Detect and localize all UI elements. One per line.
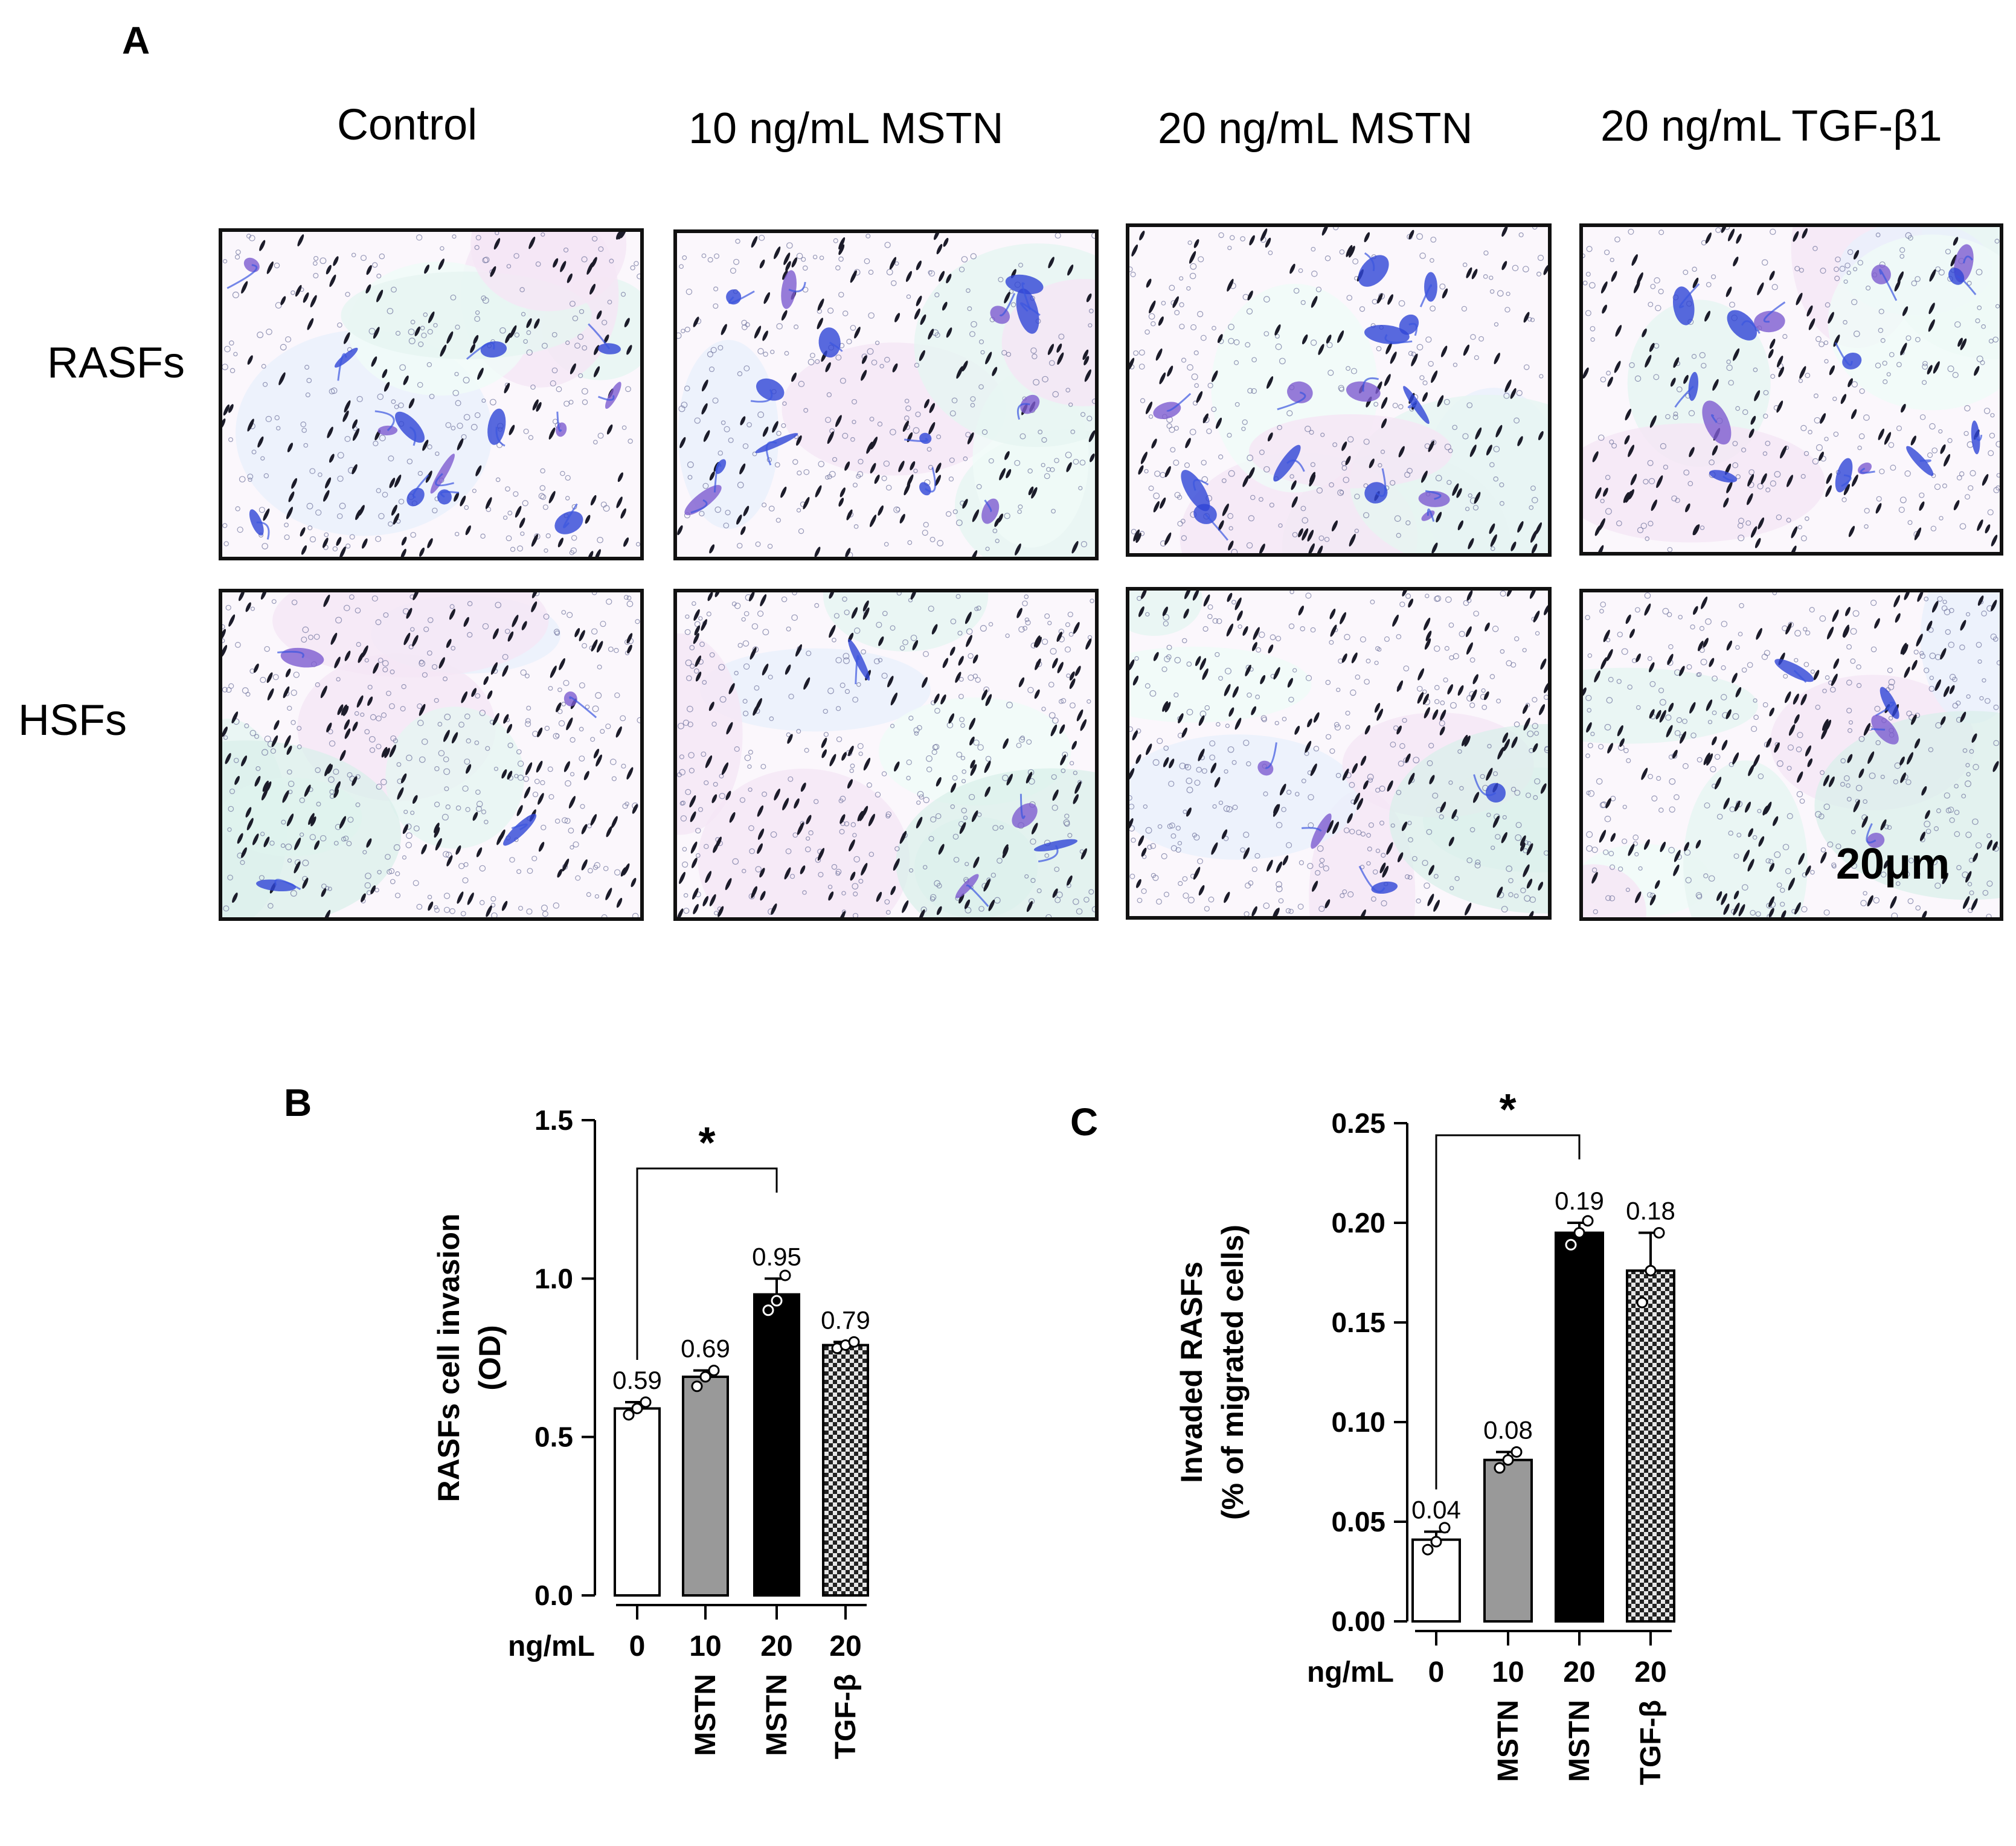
value-label: 0.69: [681, 1334, 730, 1362]
value-label: 0.04: [1411, 1496, 1461, 1524]
category-agent-label: MSTN: [761, 1674, 793, 1756]
column-label-control: Control: [337, 101, 478, 149]
data-point: [1422, 1543, 1434, 1556]
category-agent-label: TGF-β: [830, 1674, 862, 1759]
category-label: 20: [829, 1630, 861, 1662]
y-tick-label: 0.05: [1331, 1506, 1385, 1537]
column-label-20-mstn: 20 ng/mL MSTN: [1158, 104, 1473, 153]
panel-c-letter: C: [1070, 1100, 1098, 1144]
scale-bar-label: 20μm: [1836, 840, 1950, 888]
value-label: 0.19: [1555, 1187, 1604, 1215]
category-agent-label: MSTN: [1564, 1700, 1596, 1782]
data-point: [1430, 1536, 1442, 1548]
micrograph-rasfs-20-tgf: [1579, 223, 2003, 556]
data-point: [1582, 1215, 1594, 1227]
y-axis-label-units: (OD): [473, 1325, 507, 1390]
chart-c: C 0.00 0.05 0.10 0.15 0.20 0.25 Invaded RASFs (%…: [1070, 1086, 1675, 1785]
data-point: [631, 1402, 643, 1414]
column-label-10-mstn: 10 ng/mL MSTN: [689, 104, 1004, 153]
micrograph-rasfs-10-mstn: [673, 229, 1099, 560]
micrograph-hsfs-20-mstn: [1126, 587, 1552, 920]
category-label: 0: [629, 1630, 646, 1662]
row-label-hsfs: HSFs: [18, 696, 127, 745]
y-tick-label: 0.20: [1331, 1207, 1385, 1239]
significance-star: *: [698, 1119, 715, 1167]
value-label: 0.95: [752, 1242, 801, 1271]
value-label: 0.08: [1483, 1416, 1533, 1444]
bar: [614, 1407, 661, 1597]
data-point: [1653, 1227, 1665, 1239]
y-tick-label: 1.0: [534, 1263, 573, 1294]
data-point: [640, 1396, 652, 1408]
x-prefix-label: ng/mL: [1307, 1656, 1394, 1688]
category-label: 20: [1634, 1656, 1666, 1688]
bar: [1411, 1538, 1461, 1623]
data-point: [699, 1371, 711, 1383]
data-point: [779, 1269, 791, 1281]
micrograph-hsfs-control: [219, 589, 644, 921]
category-label: 0: [1428, 1656, 1445, 1688]
category-agent-label: MSTN: [1492, 1700, 1524, 1782]
category-agent-label: MSTN: [690, 1674, 722, 1756]
category-label: 20: [1563, 1656, 1595, 1688]
panel-b-letter: B: [284, 1081, 312, 1124]
category-agent-label: TGF-β: [1635, 1700, 1667, 1785]
micrograph-rasfs-20-mstn: [1126, 223, 1552, 557]
data-point: [1502, 1454, 1514, 1466]
bar: [1483, 1458, 1533, 1623]
category-label: 20: [760, 1630, 792, 1662]
row-label-rasfs: RASFs: [47, 339, 185, 387]
data-point: [1494, 1462, 1506, 1474]
significance-bracket: [636, 1167, 778, 1360]
data-point: [848, 1336, 860, 1348]
column-label-20-tgf: 20 ng/mL TGF-β1: [1600, 102, 1942, 150]
data-point: [1439, 1522, 1451, 1534]
y-tick-label: 0.5: [534, 1421, 573, 1453]
micrograph-hsfs-20-tgf: [1579, 589, 2003, 921]
panel-a-letter: A: [122, 19, 150, 62]
value-label: 0.79: [821, 1306, 870, 1334]
data-point: [762, 1304, 774, 1316]
significance-bracket: [1435, 1134, 1581, 1490]
y-axis-label: Invaded RASFs: [1175, 1261, 1209, 1483]
y-tick-label: 0.10: [1331, 1406, 1385, 1438]
data-point: [1510, 1446, 1523, 1458]
data-point: [1636, 1296, 1648, 1309]
data-point: [1573, 1227, 1585, 1239]
chart-b: B 0.0 0.5 1.0 1.5 RASFs cell invasion (OD) 0.59…: [284, 1081, 870, 1759]
micrograph-hsfs-10-mstn: [673, 589, 1099, 921]
y-tick-label: 0.0: [534, 1580, 573, 1611]
bar: [753, 1293, 800, 1597]
value-label: 0.59: [612, 1366, 662, 1394]
bar: [1555, 1231, 1604, 1623]
data-point: [691, 1380, 703, 1393]
data-point: [623, 1409, 635, 1421]
data-point: [1645, 1264, 1657, 1277]
y-tick-label: 0.25: [1331, 1107, 1385, 1139]
bar: [1626, 1269, 1675, 1623]
y-axis-label-units: (% of migrated cells): [1216, 1225, 1250, 1520]
y-axis-label: RASFs cell invasion: [432, 1214, 466, 1502]
data-point: [708, 1364, 720, 1376]
data-point: [1565, 1239, 1577, 1251]
bar: [682, 1375, 729, 1597]
y-tick-label: 0.00: [1331, 1606, 1385, 1637]
y-tick-label: 0.15: [1331, 1307, 1385, 1338]
significance-star: *: [1499, 1086, 1516, 1134]
bar: [822, 1344, 869, 1597]
data-point: [771, 1295, 783, 1307]
micrograph-rasfs-control: [219, 228, 644, 560]
x-prefix-label: ng/mL: [508, 1630, 595, 1662]
category-label: 10: [689, 1630, 721, 1662]
category-label: 10: [1492, 1656, 1524, 1688]
y-tick-label: 1.5: [534, 1104, 573, 1136]
value-label: 0.18: [1626, 1197, 1675, 1225]
